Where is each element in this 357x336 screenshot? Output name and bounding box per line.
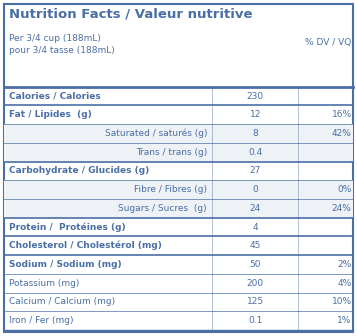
Text: Potassium (mg): Potassium (mg) xyxy=(9,279,79,288)
Text: 0.1: 0.1 xyxy=(248,316,262,325)
Bar xyxy=(4,180,353,199)
Bar xyxy=(4,199,353,218)
Text: Nutrition Facts / Valeur nutritive: Nutrition Facts / Valeur nutritive xyxy=(9,7,252,20)
Text: 2%: 2% xyxy=(337,260,352,269)
Text: 16%: 16% xyxy=(332,110,352,119)
Text: 8: 8 xyxy=(252,129,258,138)
Text: 27: 27 xyxy=(250,166,261,175)
Text: Sugars / Sucres  (g): Sugars / Sucres (g) xyxy=(119,204,207,213)
Text: 12: 12 xyxy=(250,110,261,119)
Text: 0%: 0% xyxy=(337,185,352,194)
Text: 10%: 10% xyxy=(332,297,352,306)
Text: 24%: 24% xyxy=(332,204,352,213)
Bar xyxy=(4,143,353,162)
Text: Per 3/4 cup (188mL): Per 3/4 cup (188mL) xyxy=(9,34,101,43)
Text: pour 3/4 tasse (188mL): pour 3/4 tasse (188mL) xyxy=(9,46,115,55)
Text: 230: 230 xyxy=(247,91,264,100)
Text: 50: 50 xyxy=(250,260,261,269)
Text: 1%: 1% xyxy=(337,316,352,325)
Text: 42%: 42% xyxy=(332,129,352,138)
Text: 24: 24 xyxy=(250,204,261,213)
Text: Calcium / Calcium (mg): Calcium / Calcium (mg) xyxy=(9,297,115,306)
Text: 4: 4 xyxy=(252,222,258,232)
Text: Calories / Calories: Calories / Calories xyxy=(9,91,101,100)
Text: 45: 45 xyxy=(250,241,261,250)
Text: 125: 125 xyxy=(247,297,264,306)
Text: Fat / Lipides  (g): Fat / Lipides (g) xyxy=(9,110,92,119)
Text: 4%: 4% xyxy=(337,279,352,288)
Text: Cholesterol / Cholestérol (mg): Cholesterol / Cholestérol (mg) xyxy=(9,241,162,251)
Text: 200: 200 xyxy=(247,279,264,288)
Text: % DV / VQ: % DV / VQ xyxy=(305,38,352,46)
Text: 0.4: 0.4 xyxy=(248,148,262,157)
Text: Fibre / Fibres (g): Fibre / Fibres (g) xyxy=(134,185,207,194)
Text: Iron / Fer (mg): Iron / Fer (mg) xyxy=(9,316,74,325)
Text: Saturated / saturés (g): Saturated / saturés (g) xyxy=(105,129,207,138)
Text: Trans / trans (g): Trans / trans (g) xyxy=(136,148,207,157)
Bar xyxy=(4,124,353,143)
Text: Carbohydrate / Glucides (g): Carbohydrate / Glucides (g) xyxy=(9,166,149,175)
Text: Sodium / Sodium (mg): Sodium / Sodium (mg) xyxy=(9,260,121,269)
Text: Protein /  Protéines (g): Protein / Protéines (g) xyxy=(9,222,126,232)
Text: 0: 0 xyxy=(252,185,258,194)
